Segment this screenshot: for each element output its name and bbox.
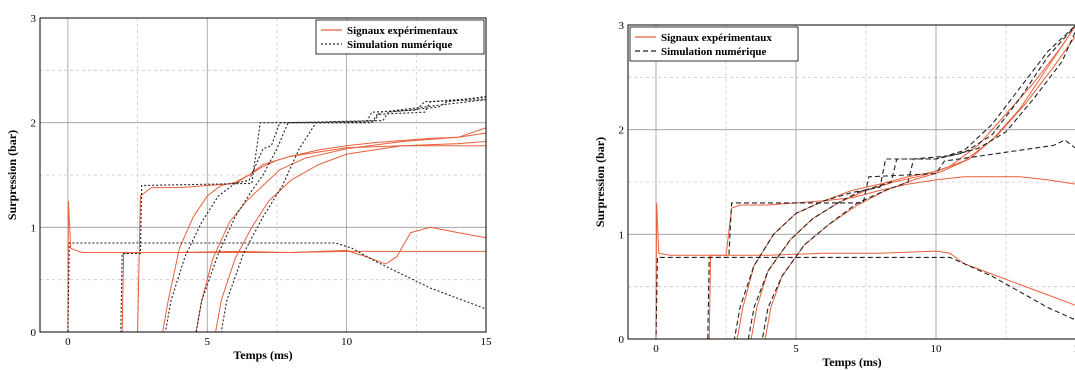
series-experimental-line	[40, 127, 487, 333]
x-tick-label: 1	[1073, 343, 1075, 355]
y-tick-label: 2	[31, 118, 37, 130]
y-tick-label: 0	[619, 334, 625, 346]
series-experimental-line	[628, 176, 1075, 340]
y-axis-label: Surpression (bar)	[5, 130, 19, 220]
x-tick-label: 5	[205, 336, 211, 348]
legend-box	[315, 19, 485, 55]
series-simulation-line	[628, 139, 1075, 340]
series-simulation-line	[628, 256, 1075, 340]
legend-box	[629, 26, 799, 62]
x-axis-label: Temps (ms)	[822, 355, 881, 369]
series-simulation-line	[40, 99, 487, 333]
x-tick-label: 15	[481, 336, 493, 348]
series-experimental-line	[628, 36, 1075, 340]
x-tick-label: 10	[931, 343, 943, 355]
plot-frame	[627, 24, 1075, 340]
x-tick-label: 5	[793, 343, 799, 355]
y-tick-label: 1	[31, 222, 37, 234]
series-experimental-line	[40, 145, 486, 333]
series-simulation-line	[628, 25, 1075, 340]
series-experimental-line	[628, 202, 1075, 340]
legend-label-simulation: Simulation numérique	[661, 46, 767, 58]
series-experimental-line	[628, 25, 1075, 340]
series-experimental-line	[40, 201, 487, 333]
x-tick-label: 0	[65, 336, 71, 348]
x-tick-label: 0	[653, 343, 659, 355]
x-tick-label: 10	[341, 336, 353, 348]
legend-label-experimental: Signaux expérimentaux	[347, 25, 458, 37]
series-simulation-line	[40, 99, 487, 333]
legend-label-simulation: Simulation numérique	[347, 39, 453, 51]
series-simulation-line	[40, 96, 487, 333]
series-simulation-line	[40, 95, 487, 333]
chart-left: 0 5 10 15 0 1 2 3 Temps (ms) Surpression (bar) Sig…	[5, 13, 492, 362]
y-axis-label: Surpression (bar)	[593, 137, 607, 227]
y-tick-label: 2	[619, 125, 625, 137]
y-tick-label: 3	[619, 20, 625, 32]
legend-label-experimental: Signaux expérimentaux	[661, 32, 772, 44]
series-simulation-line	[40, 242, 487, 333]
y-tick-label: 0	[31, 327, 37, 339]
series-experimental-line	[40, 250, 486, 333]
chart-right: 051010123Temps (ms)Surpression (bar)Sign…	[593, 20, 1075, 369]
y-tick-label: 3	[31, 13, 37, 25]
legend: Signaux expérimentaux Simulation numériqu…	[629, 26, 799, 62]
series-experimental-line	[40, 141, 487, 333]
series-experimental-line	[40, 132, 487, 333]
x-axis-label: Temps (ms)	[233, 348, 292, 362]
series-simulation-line	[628, 31, 1075, 340]
plot-frame	[39, 17, 487, 333]
y-tick-label: 1	[619, 229, 625, 241]
legend: Signaux expérimentaux Simulation numériqu…	[315, 19, 485, 55]
